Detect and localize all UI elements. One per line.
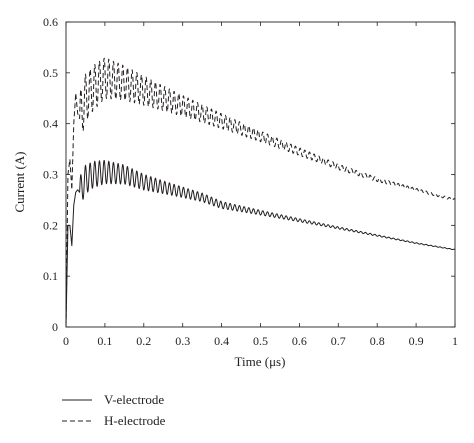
y-tick-label: 0.3 bbox=[43, 168, 58, 182]
x-tick-label: 0.2 bbox=[136, 334, 151, 348]
x-tick-label: 1 bbox=[452, 334, 458, 348]
y-tick-label: 0.4 bbox=[43, 117, 58, 131]
x-tick-label: 0.8 bbox=[370, 334, 385, 348]
x-tick-label: 0.6 bbox=[292, 334, 307, 348]
x-axis-title: Time (μs) bbox=[235, 354, 286, 369]
y-tick-label: 0.5 bbox=[43, 66, 58, 80]
y-axis-title: Current (A) bbox=[12, 151, 27, 212]
y-tick-label: 0.2 bbox=[43, 218, 58, 232]
series-line-v-electrode bbox=[65, 159, 456, 328]
y-tick-label: 0 bbox=[52, 320, 58, 334]
y-tick-label: 0.6 bbox=[43, 15, 58, 29]
x-axis: 0 0.1 0.2 0.3 0.4 0.5 0.6 0.7 0.8 0.9 1 bbox=[63, 22, 458, 348]
series-line-h-electrode bbox=[65, 57, 456, 328]
legend-label-h-electrode: H-electrode bbox=[104, 413, 166, 428]
x-tick-label: 0.7 bbox=[331, 334, 346, 348]
y-axis: 0 0.1 0.2 0.3 0.4 0.5 0.6 bbox=[43, 15, 455, 334]
x-tick-label: 0.5 bbox=[253, 334, 268, 348]
series-lines bbox=[65, 57, 456, 328]
x-tick-label: 0.3 bbox=[175, 334, 190, 348]
x-tick-label: 0 bbox=[63, 334, 69, 348]
x-tick-label: 0.9 bbox=[409, 334, 424, 348]
legend-label-v-electrode: V-electrode bbox=[104, 392, 164, 407]
y-tick-label: 0.1 bbox=[43, 269, 58, 283]
x-tick-label: 0.1 bbox=[97, 334, 112, 348]
legend: V-electrode H-electrode bbox=[62, 392, 166, 428]
x-tick-label: 0.4 bbox=[214, 334, 229, 348]
